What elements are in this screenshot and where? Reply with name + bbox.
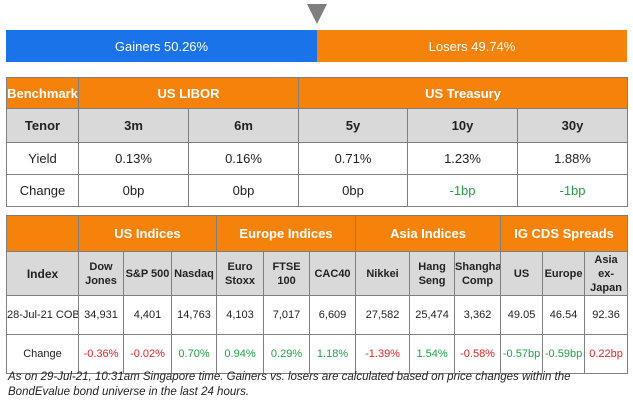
gainers-segment: Gainers 50.26% [6, 30, 317, 62]
tenor-cell: 6m [188, 108, 299, 143]
yield-cell: 0.13% [78, 142, 189, 175]
change-cell: 0bp [188, 174, 299, 207]
index-value: 7,017 [263, 295, 311, 335]
yield-cell: 0.71% [298, 142, 408, 175]
index-change: -1.39% [355, 334, 411, 374]
index-name: S&P 500 [123, 251, 172, 296]
indices-corner [6, 215, 79, 252]
index-change: 1.54% [409, 334, 456, 374]
index-value: 49.05 [500, 295, 544, 335]
index-name: Hang Seng [409, 251, 456, 296]
index-value: 4,401 [123, 295, 172, 335]
index-name: Shanghai Comp [454, 251, 502, 296]
change-cell: -1bp [517, 174, 628, 207]
index-change: -0.59bp [542, 334, 586, 374]
us-treasury-header: US Treasury [298, 77, 628, 109]
index-name: Nasdaq [170, 251, 218, 296]
tenor-label: Tenor [6, 108, 79, 143]
index-change: 0.94% [216, 334, 265, 374]
tenor-cell: 10y [407, 108, 518, 143]
date-label: 28-Jul-21 COB [6, 295, 79, 335]
losers-segment: Losers 49.74% [317, 30, 627, 62]
index-value: 4,103 [216, 295, 265, 335]
pointer-icon [307, 4, 327, 24]
index-name: Nikkei [355, 251, 411, 296]
change-label: Change [6, 334, 79, 374]
index-label: Index [6, 251, 79, 296]
index-name: FTSE 100 [263, 251, 311, 296]
rates-table: Benchmark US LIBOR US Treasury Tenor 3m … [6, 77, 628, 207]
index-value: 6,609 [309, 295, 357, 335]
europe-indices-header: Europe Indices [216, 215, 357, 252]
change-cell: 0bp [298, 174, 408, 207]
change-cell: -1bp [407, 174, 518, 207]
index-name: Euro Stoxx [216, 251, 265, 296]
index-change: 0.22bp [584, 334, 629, 374]
index-change: -0.57bp [500, 334, 544, 374]
tenor-cell: 30y [517, 108, 628, 143]
index-value: 34,931 [78, 295, 124, 335]
index-change: -0.58% [454, 334, 502, 374]
index-change: -0.36% [78, 334, 124, 374]
index-value: 92.36 [584, 295, 629, 335]
index-name: Europe [542, 251, 586, 296]
index-name: Asia ex-Japan [584, 251, 629, 296]
index-change: 0.70% [170, 334, 218, 374]
yield-cell: 1.23% [407, 142, 518, 175]
footnote: As on 29-Jul-21, 10:31am Singapore time.… [8, 371, 571, 398]
yield-label: Yield [6, 142, 79, 175]
tenor-cell: 3m [78, 108, 189, 143]
index-value: 27,582 [355, 295, 411, 335]
index-value: 25,474 [409, 295, 456, 335]
yield-cell: 0.16% [188, 142, 299, 175]
index-change: 1.18% [309, 334, 357, 374]
change-label: Change [6, 174, 79, 207]
index-change: -0.02% [123, 334, 172, 374]
index-name: CAC40 [309, 251, 357, 296]
tenor-cell: 5y [298, 108, 408, 143]
benchmark-header: Benchmark [6, 77, 79, 109]
us-libor-header: US LIBOR [78, 77, 299, 109]
indices-table: US Indices Europe Indices Asia Indices I… [6, 215, 629, 374]
index-name: US [500, 251, 544, 296]
asia-indices-header: Asia Indices [355, 215, 502, 252]
change-cell: 0bp [78, 174, 189, 207]
gainers-losers-bar: Gainers 50.26% Losers 49.74% [6, 30, 627, 62]
index-name: Dow Jones [78, 251, 124, 296]
index-change: 0.29% [263, 334, 311, 374]
us-indices-header: US Indices [77, 215, 218, 252]
index-value: 46.54 [542, 295, 586, 335]
index-value: 14,763 [170, 295, 218, 335]
index-value: 3,362 [454, 295, 502, 335]
yield-cell: 1.88% [517, 142, 628, 175]
ig-cds-spreads-header: IG CDS Spreads [500, 215, 629, 252]
